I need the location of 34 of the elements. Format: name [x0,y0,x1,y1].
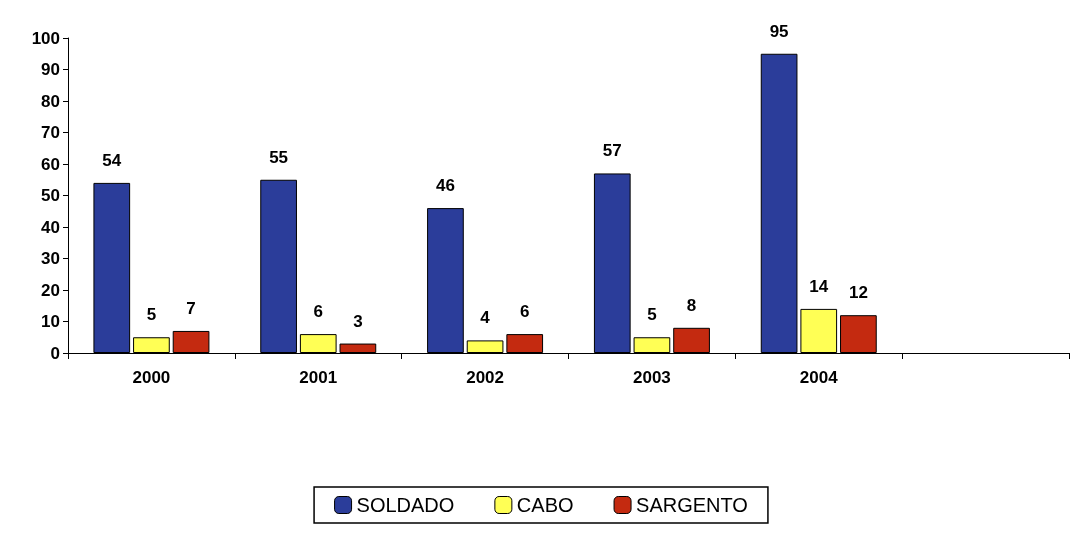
x-tick-label: 2001 [299,368,338,387]
data-label: 57 [602,141,622,161]
data-label: 5 [146,305,157,325]
x-tick-label: 2004 [799,368,839,387]
data-label: 8 [686,295,697,315]
y-tick-label: 90 [41,60,60,79]
legend-label: CABO [516,494,574,516]
data-label: 6 [313,302,323,322]
data-label: 3 [353,311,363,331]
data-label: 5 [647,305,657,325]
data-label: 95 [769,21,789,41]
y-tick-label: 70 [41,123,60,142]
y-tick-label: 100 [31,28,60,48]
data-label: 12 [848,283,868,303]
y-tick-label: 10 [41,312,60,331]
data-label: 54 [102,150,122,170]
y-tick-label: 20 [41,280,60,300]
y-tick-label: 60 [41,154,60,174]
x-tick-label: 2000 [132,368,171,387]
x-tick-label: 2002 [466,368,504,387]
data-label: 6 [519,302,530,322]
y-tick-label: 50 [41,186,60,205]
y-tick-label: 30 [41,249,60,268]
y-tick-label: 0 [50,343,60,363]
data-label: 46 [435,176,455,196]
legend-label: SARGENTO [636,494,748,516]
y-tick-label: 80 [41,91,60,111]
data-label: 7 [186,298,196,318]
legend-label: SOLDADO [356,494,455,516]
data-label: 55 [269,147,289,167]
data-label: 4 [480,308,491,328]
y-tick-label: 40 [41,217,60,237]
x-tick-label: 2003 [633,368,671,387]
data-label: 14 [809,276,829,296]
